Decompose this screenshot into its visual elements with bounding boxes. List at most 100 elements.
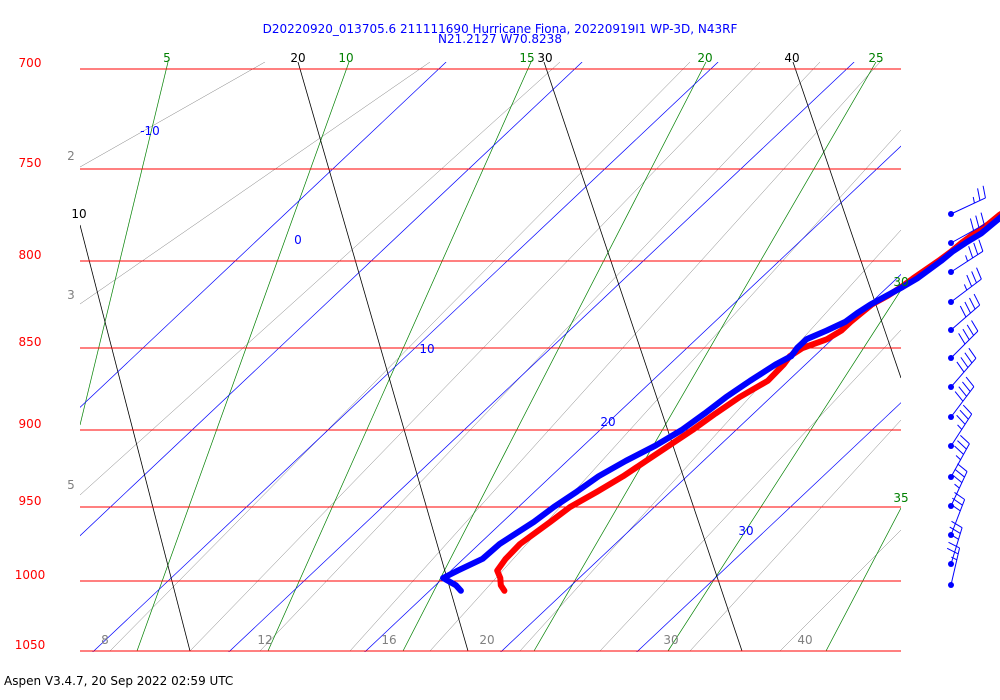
dewpoint-profile-line xyxy=(440,213,1000,594)
wind-barb-flag xyxy=(954,391,964,402)
saturation-adiabat-line xyxy=(109,62,691,652)
wind-barb xyxy=(948,185,986,217)
isotherm-line xyxy=(80,62,447,408)
wind-barb xyxy=(948,239,984,275)
wind-barbs xyxy=(946,185,986,588)
temperature-axis-label: 8 xyxy=(101,633,109,647)
wind-barb-flag xyxy=(959,409,969,420)
dry-adiabat-line xyxy=(297,62,469,652)
wind-barb-flag xyxy=(971,271,977,283)
wind-barb-flag xyxy=(968,246,974,259)
mixing-ratio-line xyxy=(136,62,350,652)
mixing-ratio-line xyxy=(667,289,901,652)
saturation-adiabat-line xyxy=(349,62,881,652)
wind-barb-flag xyxy=(960,357,969,368)
wind-barb-flag xyxy=(962,381,971,392)
mixing-ratio-label: 20 xyxy=(697,51,712,65)
wind-barb-shaft xyxy=(950,386,975,418)
saturation-adiabat-line xyxy=(779,529,901,652)
wind-barb-flag xyxy=(982,185,986,199)
wind-barb xyxy=(948,434,970,480)
wind-barb-shaft xyxy=(950,250,984,273)
saturation-adiabat-label: 3 xyxy=(67,288,75,302)
wind-barb-flag xyxy=(956,361,965,373)
mixing-ratio-label: 30 xyxy=(893,275,908,289)
wind-barb-flag xyxy=(969,218,975,231)
wind-barb xyxy=(948,347,977,390)
wind-barb-flag xyxy=(975,215,980,228)
wind-barb-flag xyxy=(954,445,964,455)
dry-adiabat-label: 20 xyxy=(290,51,305,65)
wind-barb-flag xyxy=(971,320,979,332)
mixing-ratio-line xyxy=(825,507,901,652)
isotherm-label: -10 xyxy=(140,124,160,138)
temperature-axis-label: 30 xyxy=(663,633,678,647)
wind-barb-shaft xyxy=(950,471,968,507)
wind-barb-flag xyxy=(958,333,966,345)
isotherm-line xyxy=(80,62,583,537)
wind-barb-flag xyxy=(977,188,981,201)
wind-barb-shaft xyxy=(950,224,985,244)
saturation-adiabat-label: 2 xyxy=(67,149,75,163)
wind-barb xyxy=(948,267,982,305)
mixing-ratio-label: 35 xyxy=(893,491,908,505)
wind-barb-flag xyxy=(946,547,959,555)
mixing-ratio-label: 5 xyxy=(163,51,171,65)
mixing-ratio-label: 15 xyxy=(519,51,534,65)
dry-adiabat-line xyxy=(792,62,901,379)
isotherm-line xyxy=(228,62,855,652)
wind-barb-shaft xyxy=(950,413,973,447)
wind-barb-flag xyxy=(949,503,961,512)
wind-barb-shaft xyxy=(950,197,986,215)
wind-barb-half-flag xyxy=(957,424,963,430)
wind-barb-flag xyxy=(956,414,966,425)
wind-barb-flag xyxy=(948,541,960,549)
wind-barb-flag xyxy=(965,376,975,387)
mixing-ratio-label: 25 xyxy=(868,51,883,65)
wind-barb-half-flag xyxy=(952,535,959,540)
saturation-adiabat-line xyxy=(429,129,901,652)
mixing-ratio-line xyxy=(533,62,877,652)
wind-barb xyxy=(948,320,979,361)
wind-barb xyxy=(948,520,963,567)
wind-barb-flag xyxy=(957,440,967,450)
pressure-label: 950 xyxy=(19,494,42,508)
isotherm-line xyxy=(92,62,719,652)
saturation-adiabat-lines xyxy=(80,62,901,652)
pressure-label: 800 xyxy=(19,248,42,262)
wind-barb-flag xyxy=(951,520,963,529)
isotherm-label: 30 xyxy=(738,524,753,538)
chart-title-line-1: D20220920_013705.6 211111690 Hurricane F… xyxy=(263,22,738,36)
dry-adiabat-label: 40 xyxy=(784,51,799,65)
wind-barb-flag xyxy=(980,212,985,225)
wind-barb-flag xyxy=(973,293,981,306)
dry-adiabat-line xyxy=(80,224,191,652)
wind-barb-flag xyxy=(966,274,973,287)
wind-barb-half-flag xyxy=(954,483,960,489)
wind-barb xyxy=(948,463,968,509)
mixing-ratio-label: 10 xyxy=(338,51,353,65)
wind-barb-flag xyxy=(958,386,967,397)
wind-barb xyxy=(948,492,966,538)
wind-barb-flag xyxy=(957,463,968,472)
saturation-adiabat-line xyxy=(80,62,431,305)
temperature-axis-label: 12 xyxy=(257,633,272,647)
saturation-adiabat-line xyxy=(259,62,821,652)
wind-barb-flag xyxy=(969,297,976,310)
wind-barb xyxy=(948,212,985,246)
wind-barb-half-flag xyxy=(972,196,975,204)
pressure-label: 1050 xyxy=(15,638,46,652)
wind-barb-flag xyxy=(964,352,973,364)
wind-barb-half-flag xyxy=(951,556,958,561)
temperature-axis-label: 20 xyxy=(479,633,494,647)
wind-barb-half-flag xyxy=(955,455,961,461)
wind-barb-shaft xyxy=(950,357,977,388)
wind-barb-flag xyxy=(962,404,973,415)
dry-adiabat-label: 30 xyxy=(537,51,552,65)
wind-barb-flag xyxy=(954,492,965,500)
pressure-label: 750 xyxy=(19,156,42,170)
wind-barb-flag xyxy=(949,526,961,534)
wind-barb xyxy=(948,404,973,449)
saturation-adiabat-label: 5 xyxy=(67,478,75,492)
